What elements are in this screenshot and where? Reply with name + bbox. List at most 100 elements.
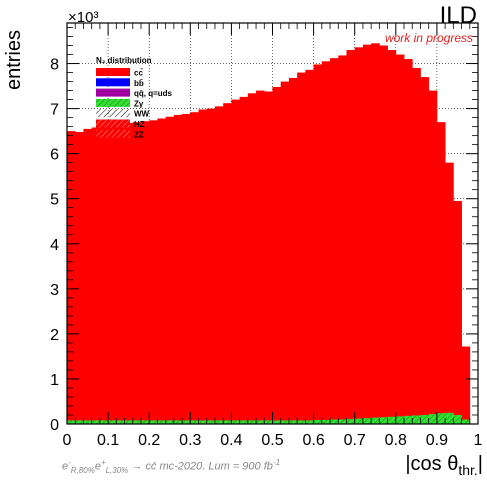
histogram-bar-cc: [190, 112, 199, 424]
histogram-bar-cc: [256, 90, 265, 425]
legend-swatch: [96, 78, 130, 87]
histogram-bar-cc: [338, 55, 347, 424]
legend-label: ZZ: [134, 130, 144, 139]
y-tick-label: 1: [50, 372, 59, 389]
histogram-bar-cc: [91, 127, 101, 424]
x-axis-ticks: 0 0.1 0.2 0.3 0.4 0.5 0.6 0.7 0.8 0.9 1: [63, 23, 483, 449]
histogram-bar-zgamma-hatch: [75, 420, 84, 424]
y-tick-label: 8: [50, 57, 59, 74]
histogram-bar-zgamma-hatch: [387, 416, 397, 424]
histogram-bar-cc: [108, 123, 117, 424]
histogram-bar-cc: [272, 86, 282, 425]
histogram-bar-cc: [371, 43, 380, 425]
histogram-bar-zgamma-hatch: [321, 419, 331, 424]
y-axis-label: entries: [3, 30, 25, 90]
histogram-bar-zgamma-hatch: [379, 417, 388, 424]
legend-entry: ZZ: [96, 129, 144, 139]
histogram-bar-zgamma-hatch: [280, 420, 290, 424]
histogram-bar-zgamma-hatch: [264, 420, 273, 424]
y-tick-label: 3: [50, 282, 59, 299]
y-tick-label: 2: [50, 327, 59, 344]
histogram-bar-zgamma-hatch: [214, 420, 224, 424]
histogram-bar-cc: [461, 346, 471, 424]
histogram-bar-cc: [313, 64, 323, 424]
histogram-bar-cc: [75, 132, 84, 424]
histogram-bar-cc: [395, 54, 405, 424]
legend-swatch-hatch: [96, 98, 130, 107]
y-tick-label: 5: [50, 192, 59, 209]
histogram-bar-zgamma-hatch: [272, 420, 282, 424]
histogram-bar-cc: [346, 50, 356, 425]
histogram-bar-zgamma-hatch: [132, 420, 142, 424]
y-tick-label: 4: [50, 237, 59, 254]
legend-swatch: [96, 109, 130, 118]
histogram-bar-cc: [239, 96, 249, 424]
legend-swatch: [96, 88, 130, 97]
histogram-bar-cc: [379, 45, 388, 425]
histogram-bar-cc: [305, 69, 314, 424]
x-tick-label: 0.1: [97, 432, 119, 449]
legend-swatch: [96, 68, 130, 76]
legend-label: WW: [134, 110, 150, 119]
histogram-bar-cc: [387, 50, 397, 425]
legend-label: qq̄, q=uds: [134, 89, 173, 98]
histogram-bar-zgamma-hatch: [428, 414, 438, 424]
histogram-bar-cc: [214, 106, 224, 424]
legend-entry: qq̄, q=uds: [96, 88, 173, 98]
y-exponent-label: ×10³: [68, 9, 98, 26]
histogram-bar-zgamma-hatch: [404, 415, 413, 424]
histogram-bar-zgamma-hatch: [67, 420, 76, 424]
x-tick-label: 0.8: [385, 432, 407, 449]
histogram-bar-zgamma-hatch: [354, 418, 364, 424]
histogram-bar-zgamma-hatch: [436, 413, 446, 424]
status-label: work in progress: [384, 31, 473, 45]
histogram-bar-cc: [223, 103, 232, 424]
legend-label: HZ: [134, 120, 145, 129]
legend-entry: HZ: [96, 119, 145, 129]
histogram-bar-zgamma-hatch: [223, 420, 232, 424]
y-tick-label: 0: [50, 417, 59, 434]
histogram-bar-cc: [182, 114, 191, 424]
x-tick-label: 0.7: [344, 432, 366, 449]
histogram-bar-cc: [412, 68, 421, 424]
histogram-bar-zgamma-hatch: [182, 420, 191, 424]
histogram-bar-cc: [149, 120, 158, 424]
histogram-bar-cc: [354, 47, 364, 425]
histogram-bar-zgamma-hatch: [330, 419, 339, 424]
histogram-bar-cc: [420, 77, 430, 424]
legend-entry: Zγ: [96, 98, 144, 108]
histogram-bar-zgamma-hatch: [313, 419, 323, 424]
histogram-bar-zgamma-hatch: [247, 420, 257, 424]
histogram-bar-zgamma-hatch: [395, 416, 405, 424]
histogram-bar-zgamma-hatch: [288, 420, 298, 424]
histogram-bar-cc: [280, 81, 290, 425]
histogram-bar-zgamma-hatch: [346, 419, 356, 424]
legend-entry: WW: [96, 109, 150, 119]
histogram-bar-zgamma-hatch: [173, 420, 183, 424]
histogram-bar-cc: [264, 91, 273, 425]
histogram-bar-cc: [247, 93, 257, 424]
y-tick-label: 7: [50, 102, 59, 119]
histogram-bar-zgamma-hatch: [362, 418, 372, 424]
histogram-bar-zgamma-hatch: [445, 412, 454, 424]
legend-label: bb̄: [134, 79, 144, 88]
x-tick-label: 0.4: [220, 432, 242, 449]
histogram-bar-zgamma-hatch: [157, 420, 167, 424]
legend-swatch-hatch: [96, 129, 130, 138]
histogram-bar-cc: [99, 125, 109, 424]
histogram-bar-cc: [321, 61, 331, 424]
x-tick-label: 0.2: [138, 432, 160, 449]
histogram-bar-zgamma-hatch: [297, 420, 306, 424]
histogram-bar-cc: [428, 90, 438, 425]
histogram-bar-zgamma-hatch: [124, 420, 134, 424]
histogram-bar-zgamma-hatch: [239, 420, 249, 424]
histogram-bar-cc: [83, 128, 93, 424]
bars: [67, 43, 471, 425]
legend-entry: bb̄: [96, 78, 144, 88]
histogram-bar-zgamma-hatch: [83, 420, 93, 424]
histogram-bar-cc: [231, 99, 241, 424]
histogram-bar-zgamma-hatch: [116, 420, 125, 424]
histogram-bar-cc: [453, 200, 462, 424]
